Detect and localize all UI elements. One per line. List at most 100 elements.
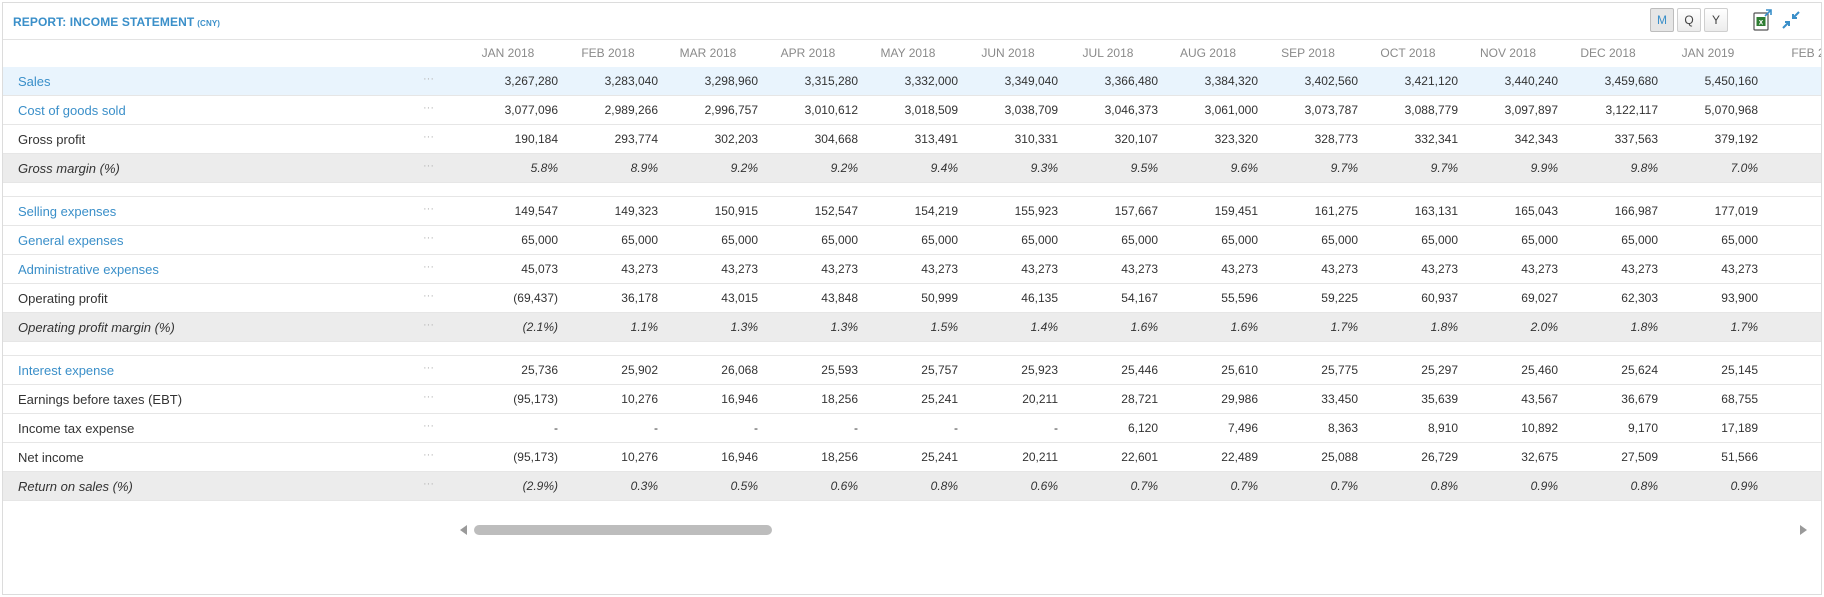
row-label[interactable]: Cost of goods sold — [18, 103, 126, 118]
table-cell: 3,122,117 — [1605, 103, 1659, 117]
table-row: Administrative expenses ··· 45,073 43,273 43… — [3, 255, 1821, 284]
table-cell: 1.3% — [830, 320, 858, 334]
period-quarter-button[interactable]: Q — [1677, 8, 1701, 32]
table-cell: 293,774 — [614, 132, 658, 146]
table-cell: 310,331 — [1014, 132, 1058, 146]
row-options-icon[interactable]: ··· — [423, 391, 434, 403]
table-cell: 43,273 — [621, 262, 658, 276]
table-cell: 2,996,757 — [704, 103, 758, 117]
table-cell: 22,601 — [1121, 450, 1158, 464]
table-cell: 1.6% — [1130, 320, 1158, 334]
table-cell: 3,349,040 — [1004, 74, 1058, 88]
table-cell: - — [654, 421, 658, 435]
table-cell: 10,276 — [621, 450, 658, 464]
table-cell: 16,946 — [721, 450, 758, 464]
table-cell: 304,668 — [814, 132, 858, 146]
row-options-icon[interactable]: ··· — [423, 73, 434, 85]
table-cell: 25,902 — [621, 363, 658, 377]
report-currency: (CNY) — [197, 19, 221, 28]
month-header: MAR 2018 — [679, 46, 737, 60]
table-cell: 0.3% — [630, 479, 658, 493]
table-row: Gross margin (%) ··· 5.8% 8.9% 9.2% 9.2% 9.4% 9… — [3, 154, 1821, 183]
table-cell: 149,323 — [614, 204, 658, 218]
table-cell: 328,773 — [1314, 132, 1358, 146]
table-cell: 43,273 — [1021, 262, 1058, 276]
table-cell: 65,000 — [1021, 233, 1058, 247]
row-options-icon[interactable]: ··· — [423, 160, 434, 172]
table-cell: 43,848 — [821, 291, 858, 305]
table-cell: 43,273 — [1221, 262, 1258, 276]
section-spacer — [3, 183, 1821, 197]
row-options-icon[interactable]: ··· — [423, 362, 434, 374]
table-row: Net income ··· (95,173) 10,276 16,946 18,256 2… — [3, 443, 1821, 472]
table-cell: 25,757 — [921, 363, 958, 377]
table-cell: 93,900 — [1721, 291, 1758, 305]
table-cell: 161,275 — [1314, 204, 1358, 218]
table-cell: 337,563 — [1614, 132, 1658, 146]
row-label[interactable]: General expenses — [18, 233, 124, 248]
table-cell: 1 — [1758, 291, 1821, 305]
table-cell: 35,639 — [1421, 392, 1458, 406]
table-cell: 9.5% — [1130, 161, 1158, 175]
table-cell: 3,097,897 — [1504, 103, 1558, 117]
table-cell: 46,135 — [1021, 291, 1058, 305]
month-header: OCT 2018 — [1380, 46, 1436, 60]
row-options-icon[interactable]: ··· — [423, 420, 434, 432]
table-cell: 45,073 — [521, 262, 558, 276]
collapse-arrows-icon[interactable] — [1781, 10, 1801, 30]
table-cell: 43,273 — [1421, 262, 1458, 276]
row-options-icon[interactable]: ··· — [423, 290, 434, 302]
scroll-right-arrow[interactable] — [1800, 525, 1807, 535]
table-cell: 51,566 — [1721, 450, 1758, 464]
table-cell: 0.9% — [1530, 479, 1558, 493]
row-label[interactable]: Selling expenses — [18, 204, 117, 219]
row-options-icon[interactable]: ··· — [423, 319, 434, 331]
table-row: Cost of goods sold ··· 3,077,096 2,989,266 2… — [3, 96, 1821, 125]
period-month-button[interactable]: M — [1650, 8, 1674, 32]
horizontal-scrollbar-thumb[interactable] — [474, 525, 772, 535]
row-label: Return on sales (%) — [18, 479, 133, 494]
table-cell: 65,000 — [1121, 233, 1158, 247]
report-table: JAN 2018 FEB 2018 MAR 2018 APR 2018 MAY 2018… — [3, 39, 1821, 519]
row-options-icon[interactable]: ··· — [423, 478, 434, 490]
table-cell: 5,070,968 — [1704, 103, 1758, 117]
row-label[interactable]: Sales — [18, 74, 51, 89]
table-cell: 28,721 — [1121, 392, 1158, 406]
table-cell: 43,273 — [1721, 262, 1758, 276]
table-cell: 32,675 — [1521, 450, 1558, 464]
period-year-button[interactable]: Y — [1704, 8, 1728, 32]
table-cell: 62,303 — [1621, 291, 1658, 305]
report-title-text: REPORT: INCOME STATEMENT — [13, 15, 195, 29]
table-cell: 157,667 — [1114, 204, 1158, 218]
section-spacer — [3, 342, 1821, 356]
row-options-icon[interactable]: ··· — [423, 261, 434, 273]
table-cell: 323,320 — [1214, 132, 1258, 146]
row-label[interactable]: Administrative expenses — [18, 262, 159, 277]
table-cell: 9.7% — [1330, 161, 1358, 175]
month-header: AUG 2018 — [1179, 46, 1237, 60]
scroll-left-arrow[interactable] — [460, 525, 467, 535]
table-cell: 20,211 — [1022, 392, 1058, 406]
month-header: MAY 2018 — [880, 46, 936, 60]
row-options-icon[interactable]: ··· — [423, 232, 434, 244]
table-cell: 0.8% — [1430, 479, 1458, 493]
table-cell: 159,451 — [1214, 204, 1258, 218]
table-cell: 17,189 — [1721, 421, 1758, 435]
table-cell: 36,178 — [621, 291, 658, 305]
month-header: JUL 2018 — [1082, 46, 1134, 60]
row-options-icon[interactable]: ··· — [423, 102, 434, 114]
row-options-icon[interactable]: ··· — [423, 203, 434, 215]
table-cell: 8,363 — [1327, 421, 1358, 435]
table-cell: 3,283,040 — [604, 74, 658, 88]
row-label[interactable]: Interest expense — [18, 363, 115, 378]
table-cell: - — [854, 421, 858, 435]
row-options-icon[interactable]: ··· — [423, 131, 434, 143]
table-cell: 8.0 — [1758, 161, 1821, 175]
table-cell: (2.9%) — [522, 479, 558, 493]
table-cell: 1.8% — [1630, 320, 1658, 334]
excel-export-icon[interactable]: x — [1751, 9, 1773, 33]
row-options-icon[interactable]: ··· — [423, 449, 434, 461]
table-cell: 9.3% — [1030, 161, 1058, 175]
table-cell: 313,491 — [914, 132, 958, 146]
month-header: FEB 2 — [1791, 46, 1821, 60]
